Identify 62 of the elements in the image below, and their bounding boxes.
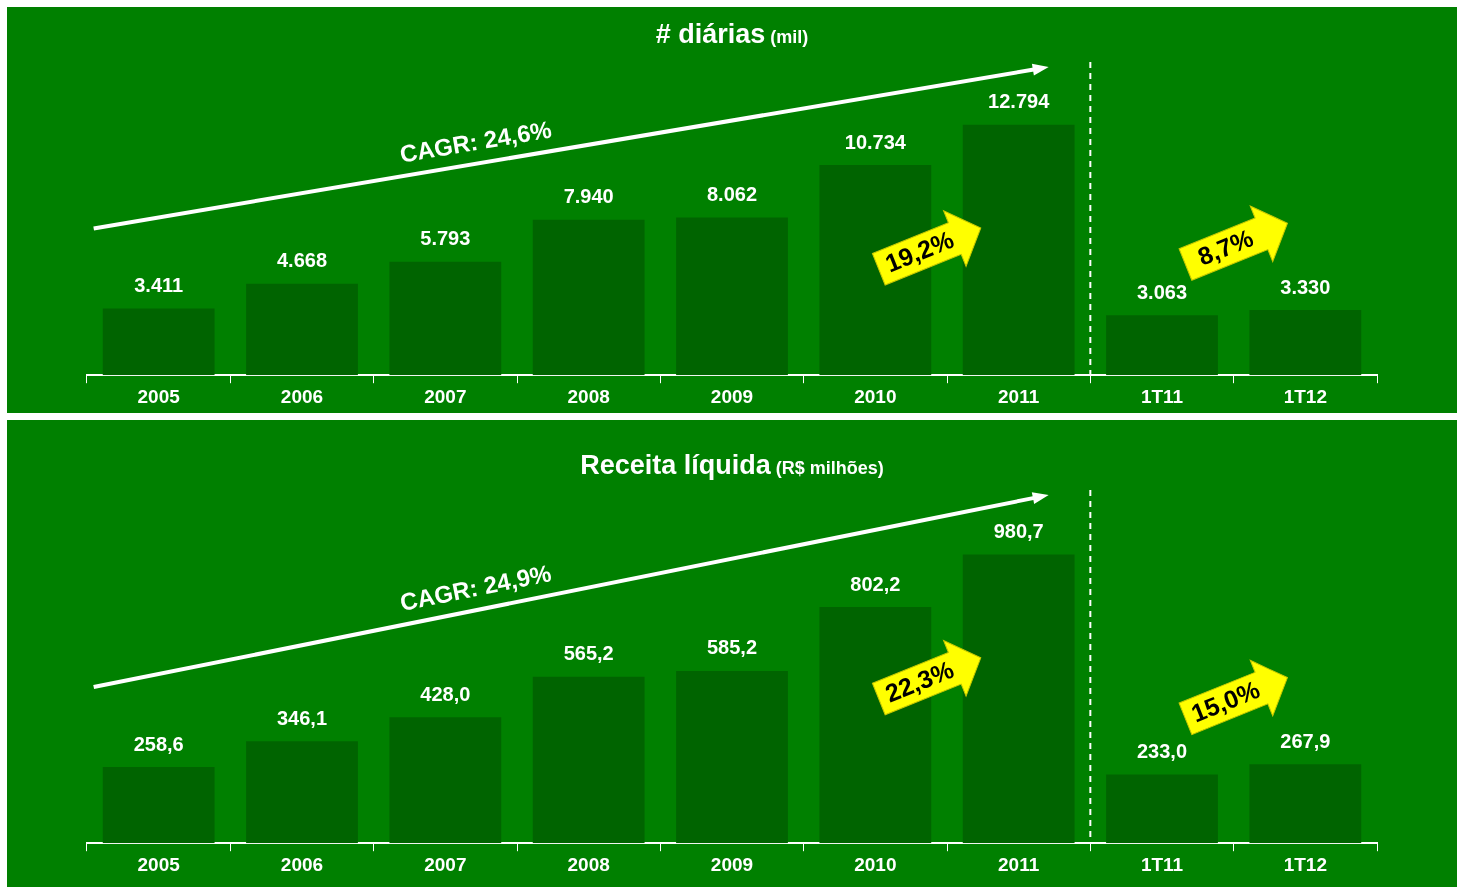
bar [1106,774,1218,844]
x-tick-label: 2008 [567,385,610,407]
annotation: 8,7% [1193,222,1258,272]
data-label: 428,0 [420,682,471,705]
data-label: 258,6 [133,732,184,755]
bar [532,676,645,844]
data-label: 233,0 [1136,740,1188,763]
bar [962,124,1075,376]
data-label: 3.330 [1280,275,1331,298]
data-label: 7.940 [563,185,614,208]
data-label: 8.062 [706,182,758,205]
data-label: 585,2 [706,636,758,659]
x-tick-label: 2010 [854,853,897,875]
bar [1249,310,1362,376]
x-tick-label: 1T11 [1140,853,1184,875]
x-tick-label: 2006 [280,385,324,407]
x-tick-label: 2007 [424,385,467,407]
data-label: 565,2 [563,642,614,665]
x-tick-label: 2007 [424,853,467,875]
bar [102,308,215,376]
data-label: 980,7 [993,520,1044,543]
x-tick-label: 2009 [710,385,754,407]
chart-title: # diárias [655,19,766,49]
bar [389,261,502,376]
bar [246,741,358,844]
bar [1249,764,1362,844]
x-tick-label: 2010 [854,385,897,407]
bar [389,717,502,844]
data-label: 346,1 [276,706,328,729]
bar [962,554,1075,844]
x-tick-label: 1T11 [1140,385,1184,407]
data-label: 267,9 [1280,729,1331,752]
bar [532,219,645,376]
data-label: 802,2 [850,572,901,595]
x-tick-label: 2008 [567,853,610,875]
chart-subtitle: (R$ milhões) [774,458,884,478]
data-label: 3.063 [1136,280,1188,303]
annotation: CAGR: 24,9% [397,559,554,618]
annotation: CAGR: 24,6% [397,115,554,169]
bar [676,217,788,376]
chart-title: Receita líquida [580,450,771,480]
x-tick-label: 2006 [280,853,324,875]
x-tick-label: 1T12 [1283,853,1327,875]
chart-subtitle: (mil) [769,27,809,47]
x-tick-label: 2009 [710,853,754,875]
annotation: 22,3% [880,654,958,709]
annotation: 15,0% [1187,674,1264,729]
annotation: 19,2% [880,225,958,279]
bar [246,283,358,376]
data-label: 12.794 [988,90,1051,113]
data-label: 3.411 [134,273,184,296]
data-label: 4.668 [276,249,328,272]
x-tick-label: 2005 [137,385,181,407]
x-tick-label: 2011 [998,385,1040,407]
x-tick-label: 1T12 [1283,385,1327,407]
data-label: 10.734 [844,130,907,153]
data-label: 5.793 [420,227,471,250]
x-tick-label: 2011 [998,853,1040,875]
x-tick-label: 2005 [137,853,181,875]
bar [102,767,215,844]
bar [1106,315,1218,376]
bar [676,670,788,844]
